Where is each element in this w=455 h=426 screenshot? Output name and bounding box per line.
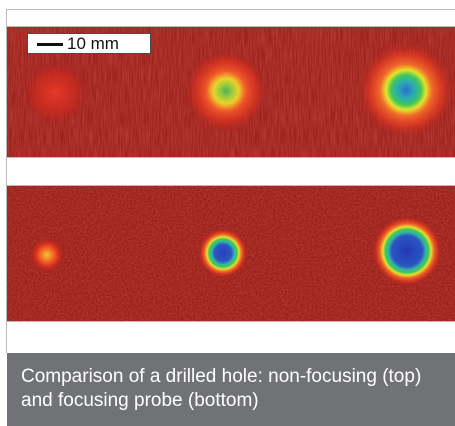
hole-spot-1	[29, 237, 65, 273]
hole-spot-2	[198, 228, 248, 278]
divider	[7, 157, 455, 158]
caption-text: Comparison of a drilled hole: non-focusi…	[21, 366, 422, 411]
thermogram-focusing	[7, 186, 455, 321]
scale-bar-label: 10 mm	[67, 34, 119, 53]
scale-bar-line	[37, 43, 63, 46]
hole-spot-3	[372, 216, 442, 286]
top-divider	[7, 9, 455, 10]
caption-box: Comparison of a drilled hole: non-focusi…	[7, 353, 455, 426]
left-border	[6, 9, 7, 353]
hole-spot-3	[356, 40, 455, 140]
hole-spot-2	[184, 49, 268, 133]
divider	[7, 185, 455, 186]
divider	[7, 26, 455, 27]
divider	[7, 321, 455, 322]
scale-bar: 10 mm	[27, 33, 151, 54]
hole-spot-1	[21, 59, 89, 127]
thermogram-non-focusing	[7, 27, 455, 157]
